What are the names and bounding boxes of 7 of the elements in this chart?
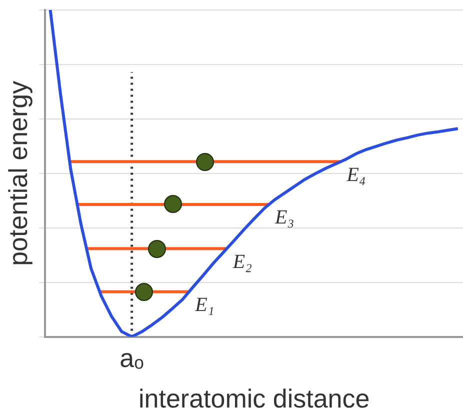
ref-line-label: E₄ <box>346 164 366 186</box>
ref-line-label: E₃ <box>274 206 294 229</box>
text: aₒ <box>120 342 144 373</box>
ref-line-label: E₁ <box>194 294 214 316</box>
ref-line-label: E₂ <box>232 250 252 273</box>
x-axis-title: interatomic distance <box>138 384 370 414</box>
y-axis-title: potential energy <box>2 80 33 266</box>
